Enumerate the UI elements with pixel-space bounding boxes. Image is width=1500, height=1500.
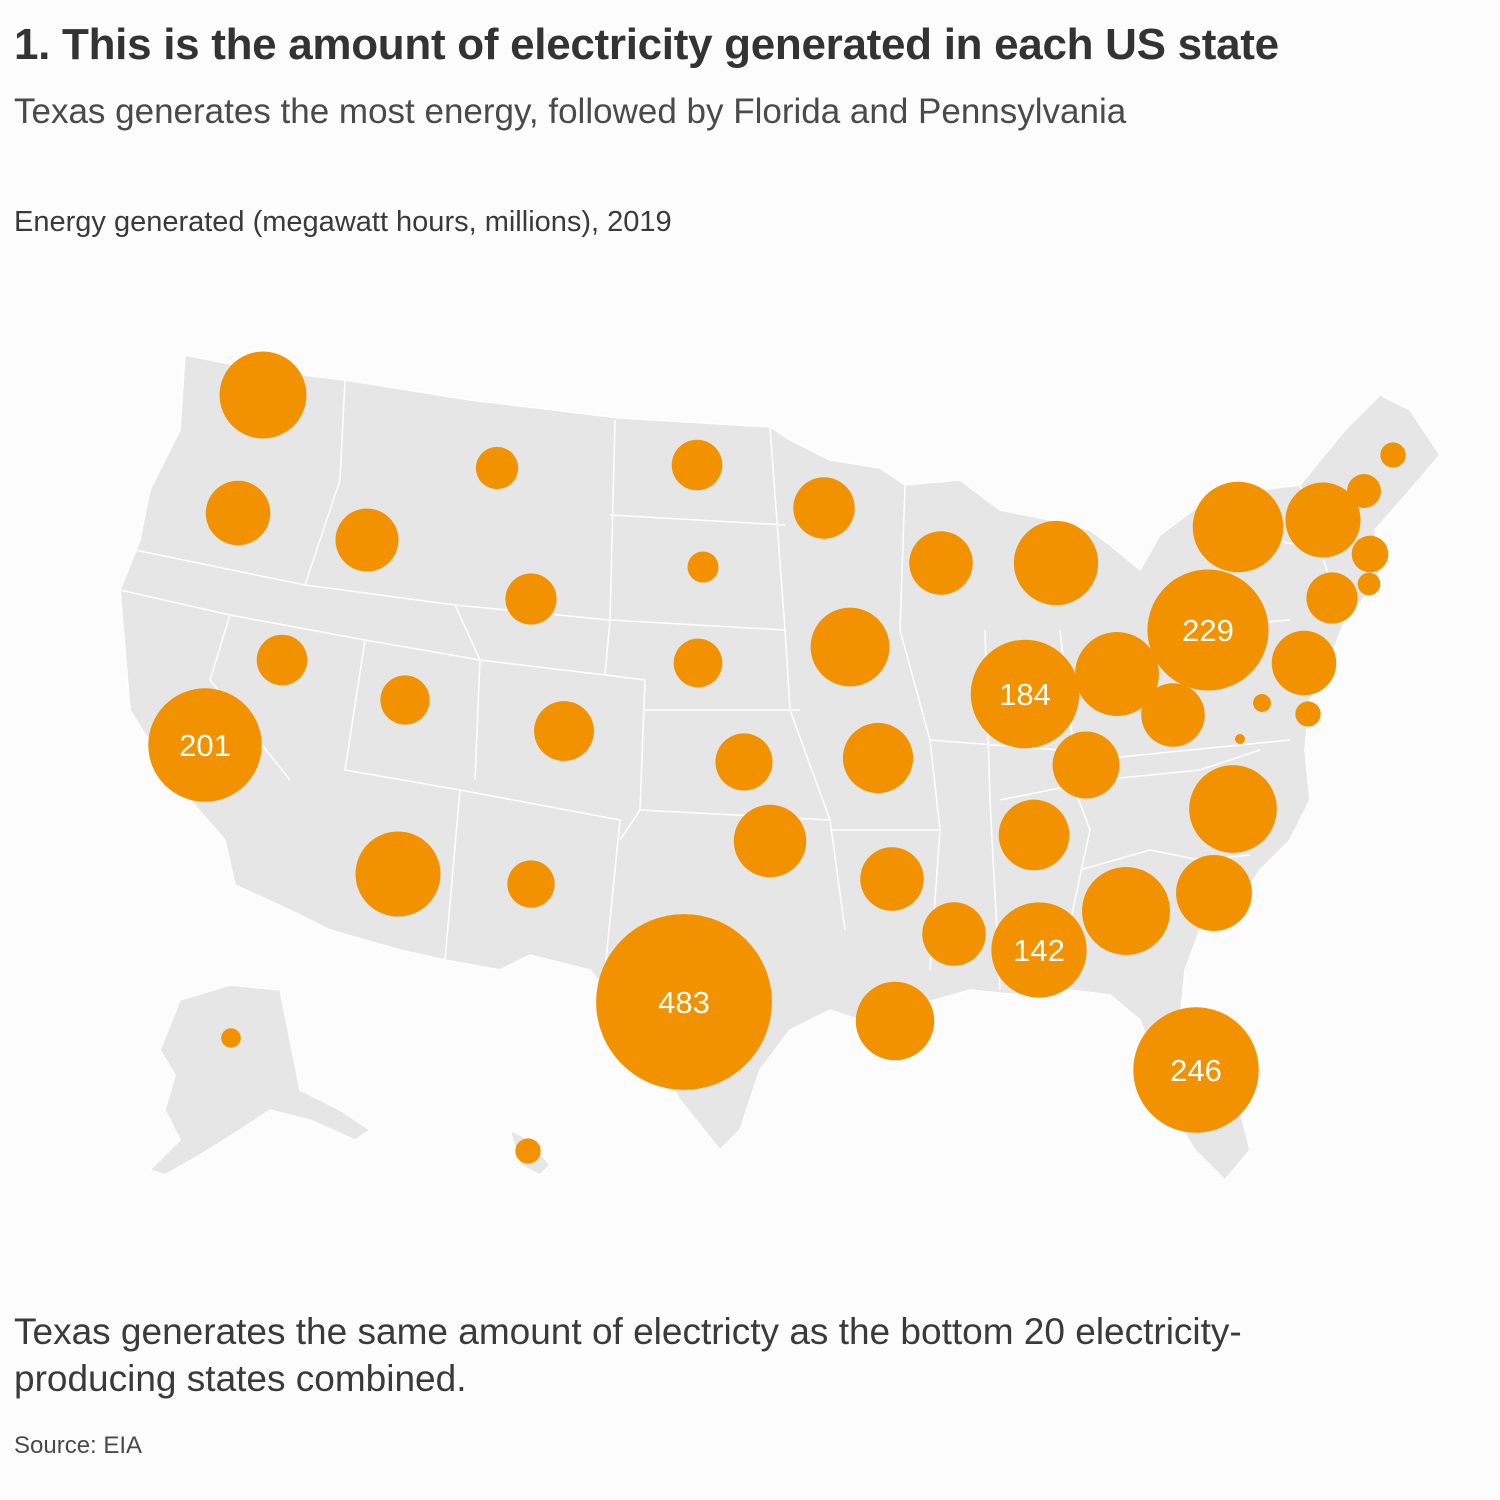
bubble-mt (475, 446, 519, 490)
bubble-id (335, 508, 399, 572)
bubble-label-ca: 201 (179, 728, 231, 763)
bubble-sc (1176, 855, 1252, 931)
bubble-ca (148, 688, 262, 802)
bubble-or (205, 480, 271, 546)
source-note: Source: EIA (14, 1432, 143, 1459)
bubble-de (1295, 701, 1321, 727)
bubble-il (970, 639, 1080, 749)
bubble-wa (219, 351, 307, 439)
bubble-label-il: 184 (999, 677, 1051, 712)
bubble-ok (733, 804, 807, 878)
bubble-pa (1147, 569, 1269, 691)
bubble-ky (1052, 731, 1120, 799)
bubble-az (355, 831, 441, 917)
bubble-vt (1285, 482, 1361, 558)
bubble-al (991, 902, 1087, 998)
chart-title: 1. This is the amount of electricity gen… (14, 20, 1279, 69)
bubble-ks (715, 733, 773, 791)
bubble-tx (596, 914, 772, 1090)
bubble-label-fl: 246 (1170, 1053, 1222, 1088)
bubble-label-pa: 229 (1182, 613, 1234, 648)
bubble-mi (1013, 520, 1099, 606)
bubble-label-al: 142 (1013, 933, 1065, 968)
bubble-ny (1192, 481, 1284, 573)
bubble-ar (860, 847, 924, 911)
bubble-wv (1235, 734, 1245, 744)
bubble-ri (1357, 572, 1381, 596)
bubble-mo (842, 722, 914, 794)
bubble-ga (1082, 867, 1170, 955)
state-bubbles: 201 483 184 142 246 229 (148, 351, 1406, 1164)
bubble-me (1380, 442, 1406, 468)
bubble-ak (221, 1028, 241, 1048)
bubble-oh (1141, 683, 1205, 747)
us-landmass (119, 354, 1441, 1182)
us-map: 201 483 184 142 246 229 (0, 330, 1500, 1230)
bubble-va (1207, 783, 1259, 835)
bubble-fl (1133, 1007, 1259, 1133)
bubble-nm (507, 860, 555, 908)
bubble-ct (1306, 572, 1358, 624)
bubble-ut (380, 675, 430, 725)
bubble-hi (515, 1138, 541, 1164)
unit-label: Energy generated (megawatt hours, millio… (14, 206, 672, 238)
bubble-nh (1347, 474, 1381, 508)
bubble-md (1253, 694, 1271, 712)
bubble-ne (673, 638, 723, 688)
bubble-in (1075, 632, 1159, 716)
bubble-nd (671, 439, 723, 491)
bubble-sd (687, 551, 719, 583)
bubble-ms (922, 902, 986, 966)
bubble-nj (1271, 630, 1337, 696)
bubble-tn (998, 799, 1070, 871)
bubble-wy (505, 573, 557, 625)
bubble-ia (810, 607, 890, 687)
footnote: Texas generates the same amount of elect… (14, 1311, 1242, 1399)
bubble-mn (793, 477, 855, 539)
bubble-la (855, 981, 935, 1061)
bubble-label-tx: 483 (658, 985, 710, 1020)
bubble-nv (256, 634, 308, 686)
us-map-svg: 201 483 184 142 246 229 (119, 351, 1441, 1182)
bubble-ma (1351, 535, 1389, 573)
alaska-shape (148, 984, 372, 1176)
bubble-co (534, 701, 594, 761)
chart-subtitle: Texas generates the most energy, followe… (14, 92, 1127, 131)
bubble-wi (909, 531, 973, 595)
